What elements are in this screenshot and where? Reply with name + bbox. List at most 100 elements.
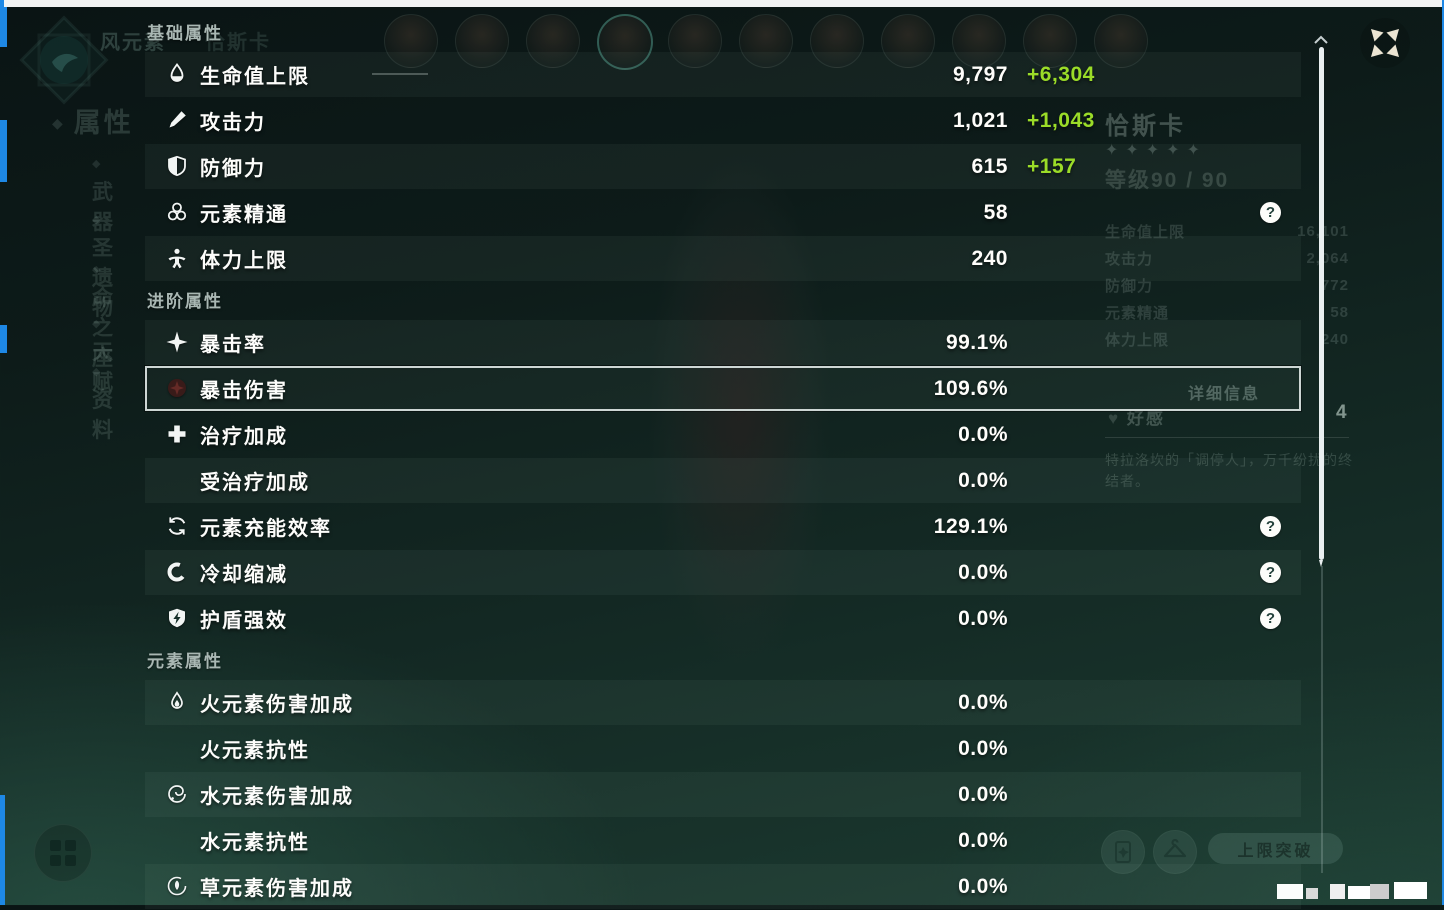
stat-label: 体力上限 bbox=[200, 250, 288, 272]
stat-label: 攻击力 bbox=[200, 112, 266, 134]
censored-block bbox=[1394, 882, 1427, 899]
help-icon[interactable]: ? bbox=[1260, 608, 1281, 629]
edge-artifact bbox=[0, 325, 7, 353]
divider bbox=[1105, 437, 1349, 438]
party-avatar[interactable] bbox=[952, 14, 1006, 68]
stat-row[interactable]: 元素充能效率 129.1%? bbox=[145, 504, 1301, 549]
cooldown-icon bbox=[165, 560, 189, 584]
dendro-icon bbox=[165, 874, 189, 898]
heart-icon: ♥ bbox=[1108, 409, 1127, 428]
stat-bonus-value: +6,304 bbox=[1027, 62, 1095, 86]
stat-value: 0.0% bbox=[958, 606, 1008, 630]
stat-row[interactable]: 防御力 615 +157 bbox=[145, 144, 1301, 189]
scroll-up-caret-icon[interactable] bbox=[1312, 33, 1330, 51]
stat-label: 火元素伤害加成 bbox=[200, 694, 354, 716]
diamond-bullet-icon: ◆ bbox=[92, 214, 103, 226]
outfit-button[interactable] bbox=[1153, 830, 1197, 874]
stat-section: 进阶属性暴击率 99.1% 暴击伤害 109.6% 治疗加成 0.0% 受治疗加成 0.0% 元… bbox=[145, 293, 1301, 641]
party-avatar[interactable] bbox=[739, 14, 793, 68]
energy-recharge-icon bbox=[165, 514, 189, 538]
stat-row[interactable]: 火元素伤害加成 0.0% bbox=[145, 680, 1301, 725]
stat-value: 109.6% bbox=[933, 376, 1008, 400]
limit-break-button[interactable]: 上限突破 bbox=[1208, 833, 1343, 864]
stat-row[interactable]: 火元素抗性 0.0% bbox=[145, 726, 1301, 771]
help-icon[interactable]: ? bbox=[1260, 562, 1281, 583]
party-avatar[interactable] bbox=[384, 14, 438, 68]
stat-value: 240 bbox=[971, 246, 1008, 270]
stat-row[interactable]: 冷却缩减 0.0%? bbox=[145, 550, 1301, 595]
party-avatar[interactable] bbox=[668, 14, 722, 68]
help-icon[interactable]: ? bbox=[1260, 516, 1281, 537]
sidebar-item-2[interactable]: ◆命之座 bbox=[92, 264, 115, 370]
stat-row[interactable]: 体力上限 240 bbox=[145, 236, 1301, 281]
healing-bonus-icon bbox=[165, 422, 189, 446]
party-avatar[interactable] bbox=[597, 14, 653, 70]
stat-value: 0.0% bbox=[958, 874, 1008, 898]
diamond-bullet-icon: ◆ bbox=[92, 318, 103, 330]
help-icon[interactable]: ? bbox=[1260, 202, 1281, 223]
stat-value: 1,021 bbox=[952, 108, 1008, 132]
sidebar-item-3[interactable]: ◆天赋 bbox=[92, 318, 115, 394]
stat-label: 暴击伤害 bbox=[200, 380, 288, 402]
background-stat: 元素精通 58 bbox=[1105, 304, 1349, 322]
diamond-bullet-icon: ◆ bbox=[92, 264, 103, 276]
stat-value: 0.0% bbox=[958, 690, 1008, 714]
details-button-label: 详细信息 bbox=[1188, 386, 1261, 403]
character-level: 等级90 / 90 bbox=[1105, 169, 1230, 192]
stat-bonus-value: +1,043 bbox=[1027, 108, 1095, 132]
stat-label: 防御力 bbox=[200, 158, 266, 180]
card-button[interactable] bbox=[1101, 830, 1145, 874]
stat-label: 火元素抗性 bbox=[200, 740, 310, 762]
stat-row[interactable]: 受治疗加成 0.0% bbox=[145, 458, 1301, 503]
stat-row[interactable]: 元素精通 58? bbox=[145, 190, 1301, 235]
close-x-icon bbox=[1371, 29, 1399, 57]
stat-label: 冷却缩减 bbox=[200, 564, 288, 586]
stat-row[interactable]: 暴击伤害 109.6% bbox=[145, 366, 1301, 411]
edge-artifact bbox=[0, 120, 7, 182]
nav-tab-attributes[interactable]: ◆ 属性 bbox=[52, 108, 134, 138]
scrollbar-thumb[interactable] bbox=[1319, 47, 1324, 567]
stat-row[interactable]: 治疗加成 0.0% bbox=[145, 412, 1301, 457]
menu-grid-button[interactable] bbox=[34, 824, 92, 882]
atk-icon bbox=[165, 108, 189, 132]
stat-row[interactable]: 水元素抗性 0.0% bbox=[145, 818, 1301, 863]
stat-row[interactable]: 攻击力 1,021 +1,043 bbox=[145, 98, 1301, 143]
censored-block bbox=[1277, 884, 1303, 899]
section-title: 进阶属性 bbox=[147, 292, 223, 311]
close-button[interactable] bbox=[1360, 18, 1410, 68]
party-avatar[interactable] bbox=[881, 14, 935, 68]
stat-value: 0.0% bbox=[958, 468, 1008, 492]
stat-row[interactable]: 生命值上限 9,797 +6,304 bbox=[145, 52, 1301, 97]
stat-label: 水元素伤害加成 bbox=[200, 786, 354, 808]
def-icon bbox=[165, 154, 189, 178]
stat-row[interactable]: 护盾强效 0.0%? bbox=[145, 596, 1301, 641]
stat-row[interactable]: 草元素伤害加成 0.0% bbox=[145, 864, 1301, 909]
sidebar-item-4[interactable]: ◆资料 bbox=[92, 366, 115, 442]
stat-row[interactable]: 暴击率 99.1% bbox=[145, 320, 1301, 365]
stat-row[interactable]: 水元素伤害加成 0.0% bbox=[145, 772, 1301, 817]
stat-value: 0.0% bbox=[958, 422, 1008, 446]
window-top-strip bbox=[0, 0, 1444, 7]
party-avatar[interactable] bbox=[1094, 14, 1148, 68]
party-avatar[interactable] bbox=[526, 14, 580, 68]
party-avatar[interactable] bbox=[1023, 14, 1077, 68]
friendship-label: ♥ 好感 bbox=[1108, 409, 1165, 428]
character-art-silhouette bbox=[590, 60, 890, 840]
sidebar-item-1[interactable]: ◆圣遗物 bbox=[92, 214, 115, 320]
diamond-bullet-icon: ◆ bbox=[92, 366, 103, 378]
friendship-value: 4 bbox=[1336, 402, 1347, 423]
diamond-bullet-icon: ◆ bbox=[52, 115, 66, 131]
anemo-emblem-icon bbox=[12, 8, 116, 112]
shield-strength-icon bbox=[165, 606, 189, 630]
sidebar-item-0[interactable]: ◆武器 bbox=[92, 158, 115, 234]
stat-value: 615 bbox=[971, 154, 1008, 178]
stat-value: 99.1% bbox=[945, 330, 1008, 354]
party-avatar[interactable] bbox=[810, 14, 864, 68]
stat-value: 129.1% bbox=[933, 514, 1008, 538]
party-avatar[interactable] bbox=[455, 14, 509, 68]
edge-artifact bbox=[0, 795, 5, 905]
scrollbar-track[interactable] bbox=[1321, 566, 1323, 873]
stat-label: 元素精通 bbox=[200, 204, 288, 226]
censored-block bbox=[1348, 886, 1370, 899]
